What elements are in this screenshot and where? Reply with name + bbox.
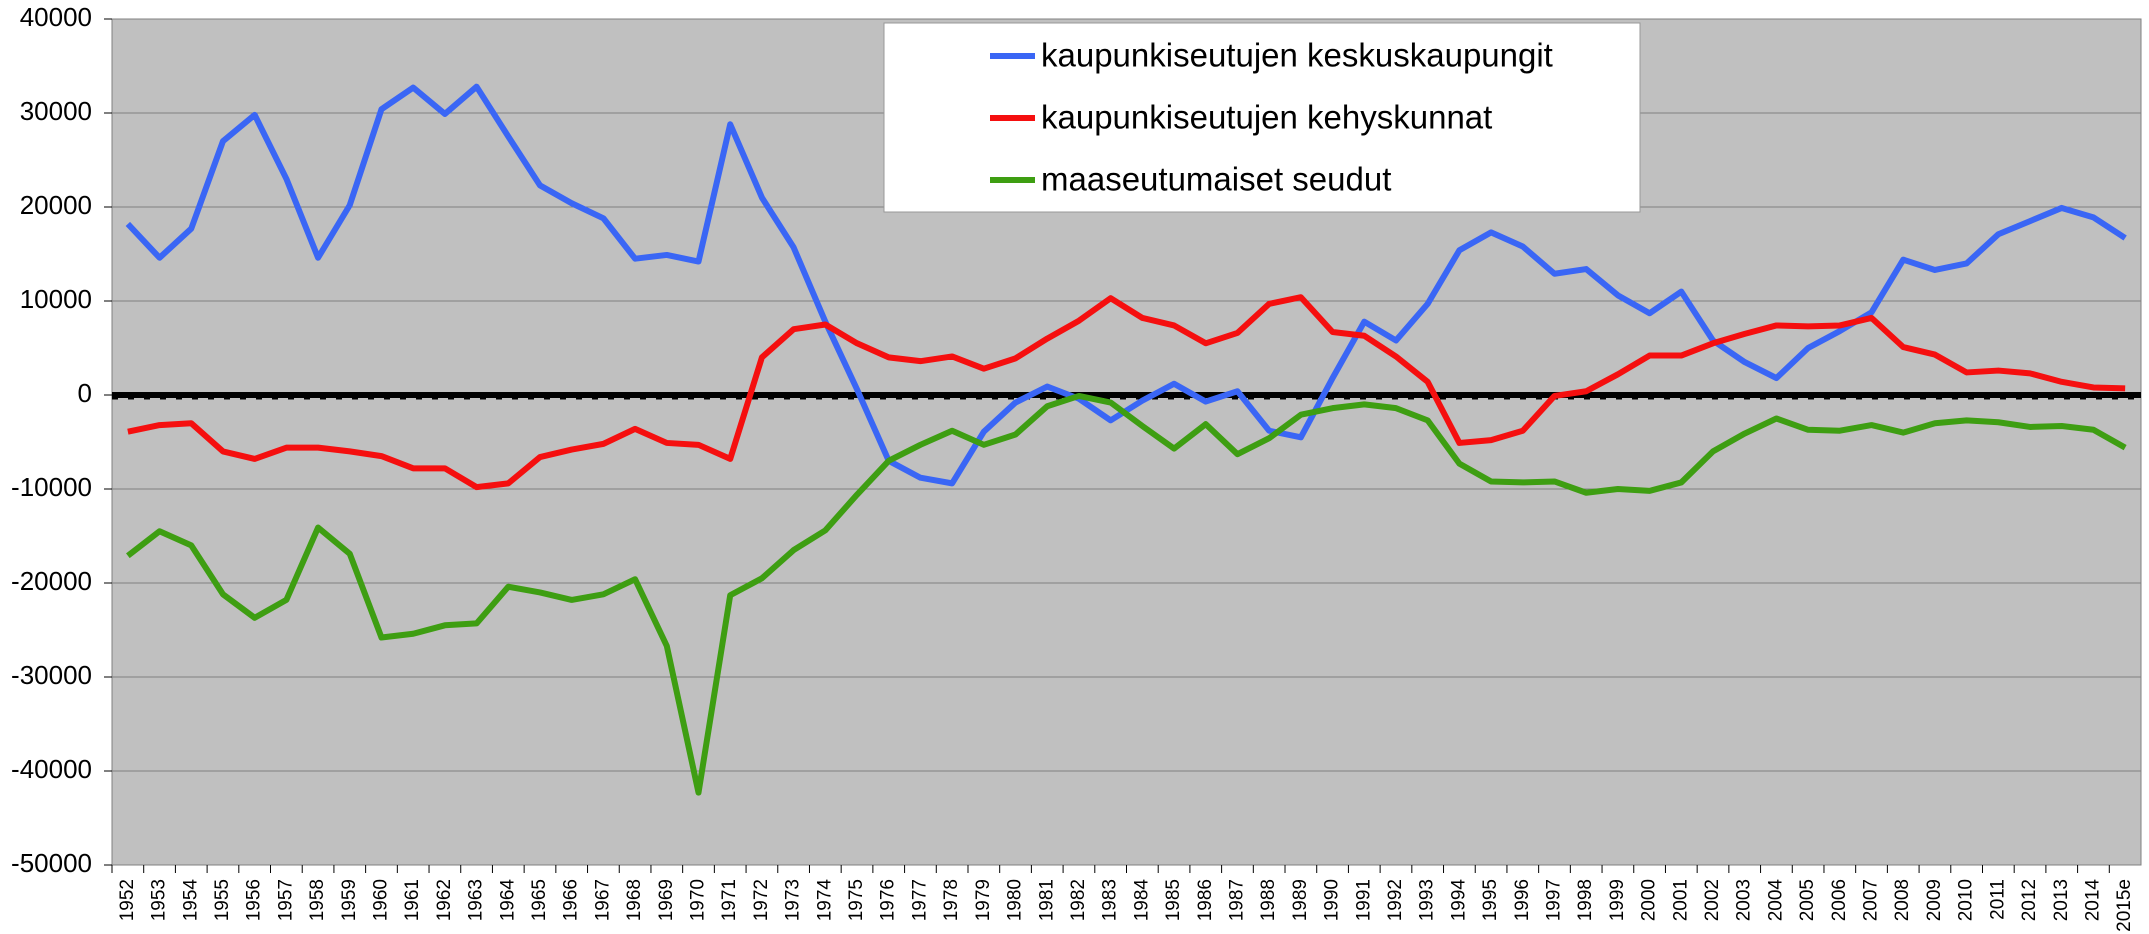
x-tick-label: 1992 xyxy=(1385,879,1406,921)
legend-label: maaseutumaiset seudut xyxy=(1041,161,1391,198)
x-tick-label: 1956 xyxy=(244,879,265,921)
series-line xyxy=(125,83,2127,487)
x-tick-label: 1971 xyxy=(719,879,740,921)
x-tick-label: 1974 xyxy=(814,879,835,922)
x-tick-label: 1978 xyxy=(941,879,962,921)
legend-label: kaupunkiseutujen keskuskaupungit xyxy=(1041,37,1553,74)
x-tick-label: 1980 xyxy=(1005,879,1026,921)
x-tick-label: 1957 xyxy=(275,879,296,921)
x-tick-label: 1968 xyxy=(624,879,645,921)
x-tick-label: 2009 xyxy=(1924,879,1945,921)
x-tick-label: 2000 xyxy=(1639,879,1660,921)
x-tick-label: 1976 xyxy=(878,879,899,921)
x-tick-label: 1962 xyxy=(434,879,455,921)
x-tick-label: 2015e xyxy=(2114,879,2135,932)
x-tick-label: 1981 xyxy=(1036,879,1057,921)
x-tick-label: 2002 xyxy=(1702,879,1723,921)
x-tick-label: 1982 xyxy=(1068,879,1089,921)
x-tick-label: 1997 xyxy=(1544,879,1565,921)
x-tick-label: 2014 xyxy=(2082,879,2103,922)
x-tick-label: 1967 xyxy=(592,879,613,921)
x-tick-label: 2006 xyxy=(1829,879,1850,921)
x-tick-label: 1989 xyxy=(1290,879,1311,921)
x-tick-label: 1985 xyxy=(1163,879,1184,921)
x-tick-label: 1965 xyxy=(529,879,550,921)
legend-label: kaupunkiseutujen kehyskunnat xyxy=(1041,99,1492,136)
y-tick-label: 20000 xyxy=(20,190,92,220)
x-tick-label: 2005 xyxy=(1797,879,1818,921)
x-tick-label: 1964 xyxy=(497,879,518,922)
x-tick-label: 1973 xyxy=(783,879,804,921)
x-tick-label: 1995 xyxy=(1480,879,1501,921)
x-tick-label: 1987 xyxy=(1226,879,1247,921)
y-tick-label: 40000 xyxy=(20,2,92,32)
x-tick-label: 2013 xyxy=(2051,879,2072,921)
x-tick-label: 1954 xyxy=(180,879,201,922)
x-tick-label: 1988 xyxy=(1258,879,1279,921)
x-tick-label: 2001 xyxy=(1670,879,1691,921)
y-tick-label: -30000 xyxy=(11,660,92,690)
x-tick-label: 1990 xyxy=(1322,879,1343,921)
x-tick-label: 1963 xyxy=(466,879,487,921)
x-tick-label: 1984 xyxy=(1131,879,1152,922)
x-tick-label: 1979 xyxy=(973,879,994,921)
series-line xyxy=(126,392,2127,796)
x-tick-label: 1958 xyxy=(307,879,328,921)
y-tick-label: -50000 xyxy=(11,848,92,878)
x-tick-label: 1977 xyxy=(909,879,930,921)
x-tick-label: 1959 xyxy=(339,879,360,921)
x-tick-label: 1966 xyxy=(561,879,582,921)
y-tick-label: 30000 xyxy=(20,96,92,126)
y-tick-label: 10000 xyxy=(20,284,92,314)
x-tick-label: 1970 xyxy=(688,879,709,921)
y-tick-label: 0 xyxy=(78,378,92,408)
x-tick-label: 2008 xyxy=(1892,879,1913,921)
x-tick-label: 1955 xyxy=(212,879,233,921)
x-tick-label: 1993 xyxy=(1417,879,1438,921)
x-tick-label: 1991 xyxy=(1353,879,1374,921)
x-tick-label: 1961 xyxy=(402,879,423,921)
x-tick-label: 1972 xyxy=(751,879,772,921)
x-tick-label: 1969 xyxy=(656,879,677,921)
x-tick-label: 2003 xyxy=(1734,879,1755,921)
x-tick-label: 1994 xyxy=(1448,879,1469,922)
x-tick-label: 2004 xyxy=(1765,879,1786,922)
x-tick-label: 1999 xyxy=(1607,879,1628,921)
x-tick-label: 1998 xyxy=(1575,879,1596,921)
x-tick-label: 2012 xyxy=(2019,879,2040,921)
x-tick-label: 2011 xyxy=(1987,879,2008,920)
x-tick-label: 2010 xyxy=(1956,879,1977,921)
x-tick-label: 1975 xyxy=(846,879,867,921)
series-line xyxy=(127,294,2126,491)
x-tick-label: 1996 xyxy=(1512,879,1533,921)
x-tick-label: 1960 xyxy=(370,879,391,921)
x-tick-label: 1983 xyxy=(1100,879,1121,921)
x-tick-label: 2007 xyxy=(1861,879,1882,921)
x-tick-label: 1952 xyxy=(117,879,138,921)
y-tick-label: -20000 xyxy=(11,566,92,596)
y-tick-label: -10000 xyxy=(11,472,92,502)
x-tick-label: 1953 xyxy=(149,879,170,921)
y-tick-label: -40000 xyxy=(11,754,92,784)
x-tick-label: 1986 xyxy=(1195,879,1216,921)
